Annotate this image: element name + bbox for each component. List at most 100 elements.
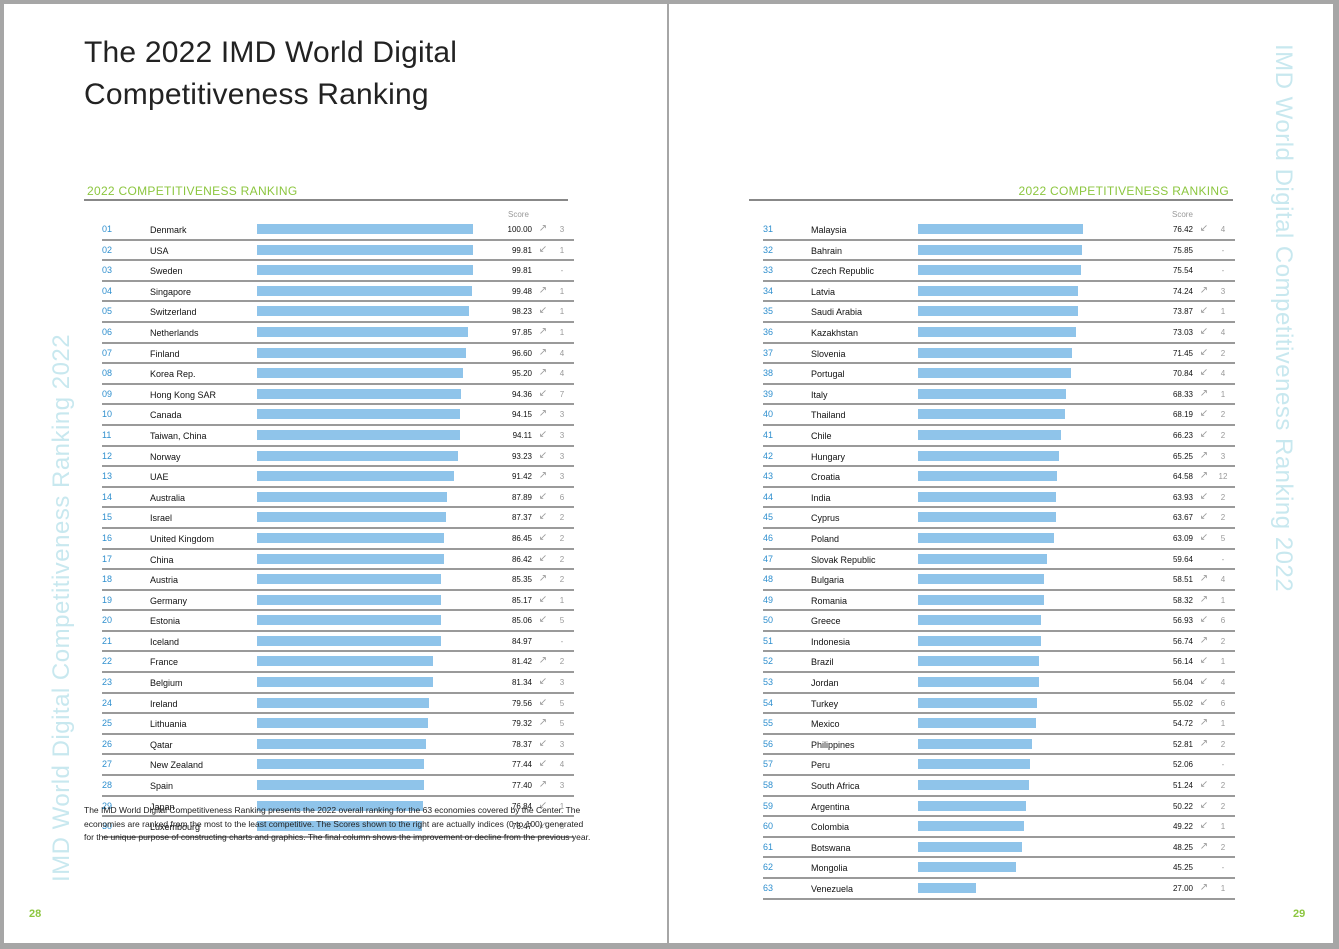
- rank-number: 46: [763, 532, 774, 543]
- arrow-down-icon: ↙: [538, 820, 548, 832]
- score-bar: [257, 244, 473, 255]
- country-name: South Africa: [811, 781, 860, 792]
- rank-change: 3: [1220, 451, 1226, 461]
- score-value: 56.93: [1172, 616, 1193, 626]
- table-row: 35 Saudi Arabia 73.87 ↙ 1: [763, 304, 1235, 323]
- score-value: 76.47: [511, 822, 532, 832]
- ranking-table-left: 01 Denmark 100.00 ↗ 3 02 USA 99.81 ↙ 1 03 Sweden 99.…: [102, 222, 574, 840]
- country-name: Israel: [150, 513, 173, 524]
- rank-number: 52: [763, 656, 774, 667]
- rank-change: 1: [559, 307, 565, 317]
- rank-number: 21: [102, 635, 113, 646]
- rank-number: 22: [102, 656, 113, 667]
- score-bar: [257, 574, 442, 585]
- score-bar-track: [918, 306, 1134, 317]
- arrow-down-icon: ↙: [538, 799, 548, 811]
- score-value: 85.35: [511, 575, 532, 585]
- rank-number: 18: [102, 574, 113, 585]
- arrow-up-icon: ↗: [538, 470, 548, 482]
- rank-change: 1: [1220, 657, 1226, 667]
- country-name: Colombia: [811, 822, 850, 833]
- table-row: 33 Czech Republic 75.54 -: [763, 263, 1235, 282]
- country-name: Taiwan, China: [150, 430, 207, 441]
- arrow-down-icon: ↙: [538, 614, 548, 626]
- rank-number: 25: [102, 718, 113, 729]
- score-value: 48.25: [1172, 842, 1193, 852]
- score-bar: [918, 800, 1027, 811]
- rank-number: 04: [102, 285, 113, 296]
- score-value: 76.84: [511, 801, 532, 811]
- arrow-up-icon: ↗: [538, 284, 548, 296]
- score-bar-track: [257, 368, 473, 379]
- country-name: Norway: [150, 451, 181, 462]
- rank-change: 2: [1220, 636, 1226, 646]
- score-value: 76.42: [1172, 225, 1193, 234]
- score-bar: [918, 718, 1037, 729]
- rank-number: 50: [763, 615, 774, 626]
- arrow-down-icon: ↙: [1199, 696, 1209, 708]
- rank-change: 2: [1220, 513, 1226, 523]
- country-name: Korea Rep.: [150, 369, 196, 380]
- rank-number: 05: [102, 306, 113, 317]
- rank-change: 1: [559, 245, 565, 255]
- score-value: 58.51: [1172, 575, 1193, 585]
- rank-number: 16: [102, 532, 113, 543]
- table-row: 10 Canada 94.15 ↗ 3: [102, 407, 574, 426]
- country-name: Singapore: [150, 286, 192, 297]
- country-name: Greece: [811, 616, 841, 627]
- arrow-down-icon: ↙: [1199, 408, 1209, 420]
- score-bar: [257, 471, 455, 482]
- table-row: 12 Norway 93.23 ↙ 3: [102, 449, 574, 468]
- country-name: Slovenia: [811, 348, 846, 359]
- table-row: 55 Mexico 54.72 ↗ 1: [763, 716, 1235, 735]
- rank-number: 43: [763, 471, 774, 482]
- score-value: 99.48: [511, 286, 532, 296]
- table-row: 01 Denmark 100.00 ↗ 3: [102, 222, 574, 241]
- rank-change: 2: [1220, 348, 1226, 358]
- score-bar: [257, 821, 423, 832]
- country-name: Czech Republic: [811, 266, 875, 277]
- table-row: 04 Singapore 99.48 ↗ 1: [102, 284, 574, 303]
- arrow-down-icon: ↙: [538, 243, 548, 255]
- table-row: 41 Chile 66.23 ↙ 2: [763, 428, 1235, 447]
- rank-change: 2: [1220, 781, 1226, 791]
- rank-number: 19: [102, 594, 113, 605]
- country-name: Sweden: [150, 266, 183, 277]
- score-bar-track: [918, 821, 1134, 832]
- arrow-up-icon: ↗: [538, 717, 548, 729]
- rank-change: 6: [559, 492, 565, 502]
- table-row: 38 Portugal 70.84 ↙ 4: [763, 366, 1235, 385]
- arrow-down-icon: ↙: [1199, 799, 1209, 811]
- rank-number: 47: [763, 553, 774, 564]
- score-value: 54.72: [1172, 719, 1193, 729]
- arrow-up-icon: ↗: [1199, 840, 1209, 852]
- score-bar-track: [257, 821, 473, 832]
- score-bar: [918, 759, 1031, 770]
- rank-change: 2: [559, 554, 565, 564]
- score-bar: [257, 656, 433, 667]
- score-bar-track: [257, 759, 473, 770]
- arrow-down-icon: ↙: [1199, 346, 1209, 358]
- score-bar-track: [257, 780, 473, 791]
- rank-change: 1: [1220, 307, 1226, 317]
- table-row: 45 Cyprus 63.67 ↙ 2: [763, 510, 1235, 529]
- country-name: Qatar: [150, 739, 173, 750]
- score-value: 99.81: [511, 266, 532, 276]
- table-row: 03 Sweden 99.81 -: [102, 263, 574, 282]
- arrow-up-icon: ↗: [1199, 387, 1209, 399]
- table-row: 21 Iceland 84.97 -: [102, 634, 574, 653]
- table-row: 29 Japan 76.84 ↙ 1: [102, 799, 574, 818]
- score-bar: [918, 594, 1044, 605]
- rank-number: 53: [763, 677, 774, 688]
- country-name: Lithuania: [150, 719, 187, 730]
- score-bar: [257, 429, 461, 440]
- rank-number: 23: [102, 677, 113, 688]
- score-value: 94.36: [511, 389, 532, 399]
- table-row: 19 Germany 85.17 ↙ 1: [102, 593, 574, 612]
- table-row: 31 Malaysia 76.42 ↙ 4: [763, 222, 1235, 241]
- rank-change: 4: [1220, 327, 1226, 337]
- score-bar: [257, 800, 423, 811]
- score-bar-track: [257, 388, 473, 399]
- score-bar-track: [918, 656, 1134, 667]
- arrow-up-icon: ↗: [538, 367, 548, 379]
